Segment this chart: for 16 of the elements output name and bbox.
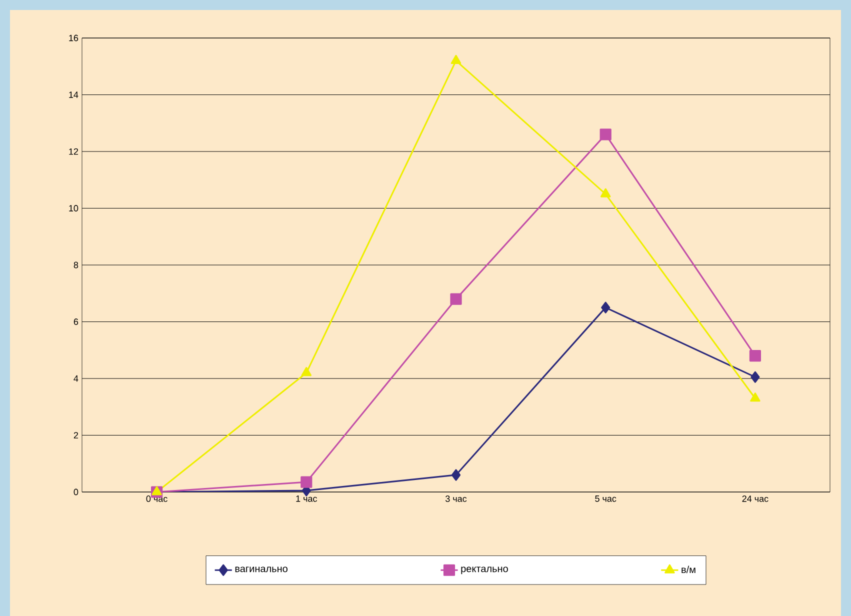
x-tick-label: 24 час xyxy=(742,496,768,502)
x-tick-label: 3 час xyxy=(446,496,467,502)
legend-label: вагинально xyxy=(235,566,288,572)
x-tick-label: 5 час xyxy=(595,496,616,502)
legend-label: ректально xyxy=(461,566,508,574)
y-tick-label: 16 xyxy=(69,34,78,42)
y-tick-label: 6 xyxy=(74,318,78,325)
y-tick-label: 8 xyxy=(74,262,78,268)
y-tick-label: 2 xyxy=(74,432,78,438)
y-tick-label: 12 xyxy=(69,148,78,155)
y-tick-label: 10 xyxy=(69,205,78,212)
y-tick-label: 4 xyxy=(74,375,78,382)
y-tick-label: 14 xyxy=(69,92,78,98)
x-tick-label: 1 час xyxy=(296,496,318,502)
legend-label: в/м xyxy=(682,566,696,574)
y-tick-label: 0 xyxy=(74,488,78,496)
